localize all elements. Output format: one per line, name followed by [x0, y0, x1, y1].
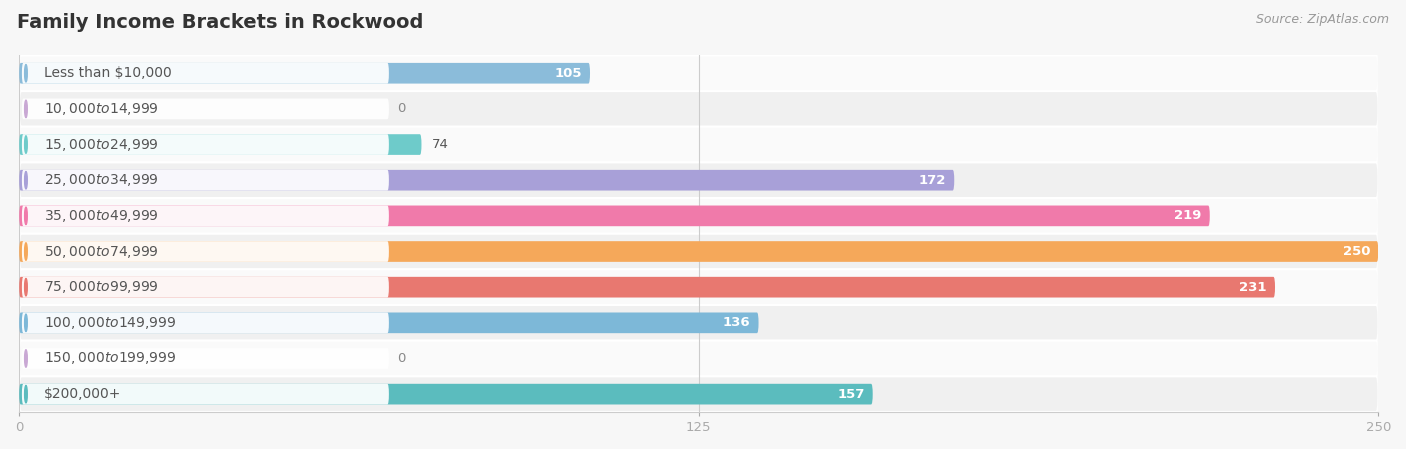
Text: 0: 0 — [396, 102, 405, 115]
Text: $200,000+: $200,000+ — [44, 387, 121, 401]
Text: $150,000 to $199,999: $150,000 to $199,999 — [44, 351, 176, 366]
Text: 157: 157 — [837, 387, 865, 401]
Text: 136: 136 — [723, 317, 751, 329]
FancyBboxPatch shape — [22, 63, 389, 84]
FancyBboxPatch shape — [20, 341, 1378, 376]
Circle shape — [25, 314, 27, 331]
Text: 250: 250 — [1343, 245, 1371, 258]
FancyBboxPatch shape — [22, 206, 389, 226]
Circle shape — [25, 100, 27, 118]
FancyBboxPatch shape — [20, 206, 1209, 226]
FancyBboxPatch shape — [22, 313, 389, 333]
FancyBboxPatch shape — [22, 384, 389, 405]
Text: $50,000 to $74,999: $50,000 to $74,999 — [44, 243, 159, 260]
Text: $15,000 to $24,999: $15,000 to $24,999 — [44, 136, 159, 153]
FancyBboxPatch shape — [20, 305, 1378, 341]
Text: 74: 74 — [433, 138, 450, 151]
FancyBboxPatch shape — [20, 198, 1378, 233]
Text: $100,000 to $149,999: $100,000 to $149,999 — [44, 315, 176, 331]
Circle shape — [25, 243, 27, 260]
Text: $75,000 to $99,999: $75,000 to $99,999 — [44, 279, 159, 295]
FancyBboxPatch shape — [20, 63, 591, 84]
FancyBboxPatch shape — [22, 277, 389, 298]
FancyBboxPatch shape — [20, 163, 1378, 198]
FancyBboxPatch shape — [22, 348, 389, 369]
Text: 231: 231 — [1239, 281, 1267, 294]
FancyBboxPatch shape — [20, 233, 1378, 269]
FancyBboxPatch shape — [20, 277, 1275, 298]
Text: Less than $10,000: Less than $10,000 — [44, 66, 172, 80]
FancyBboxPatch shape — [20, 55, 1378, 91]
FancyBboxPatch shape — [22, 134, 389, 155]
FancyBboxPatch shape — [20, 376, 1378, 412]
Circle shape — [25, 207, 27, 224]
Text: 0: 0 — [396, 352, 405, 365]
FancyBboxPatch shape — [20, 134, 422, 155]
FancyBboxPatch shape — [22, 98, 389, 119]
FancyBboxPatch shape — [20, 241, 1378, 262]
Text: 105: 105 — [554, 67, 582, 80]
Text: $10,000 to $14,999: $10,000 to $14,999 — [44, 101, 159, 117]
Circle shape — [25, 385, 27, 403]
Text: 172: 172 — [918, 174, 946, 187]
FancyBboxPatch shape — [20, 170, 955, 190]
Text: $35,000 to $49,999: $35,000 to $49,999 — [44, 208, 159, 224]
FancyBboxPatch shape — [20, 384, 873, 405]
FancyBboxPatch shape — [20, 269, 1378, 305]
Text: 219: 219 — [1174, 209, 1202, 222]
Text: Source: ZipAtlas.com: Source: ZipAtlas.com — [1256, 13, 1389, 26]
Text: Family Income Brackets in Rockwood: Family Income Brackets in Rockwood — [17, 13, 423, 32]
Circle shape — [25, 172, 27, 189]
FancyBboxPatch shape — [20, 127, 1378, 163]
Text: $25,000 to $34,999: $25,000 to $34,999 — [44, 172, 159, 188]
FancyBboxPatch shape — [22, 241, 389, 262]
Circle shape — [25, 136, 27, 153]
Circle shape — [25, 278, 27, 296]
Circle shape — [25, 350, 27, 367]
FancyBboxPatch shape — [20, 91, 1378, 127]
Circle shape — [25, 65, 27, 82]
FancyBboxPatch shape — [22, 170, 389, 190]
FancyBboxPatch shape — [20, 313, 759, 333]
